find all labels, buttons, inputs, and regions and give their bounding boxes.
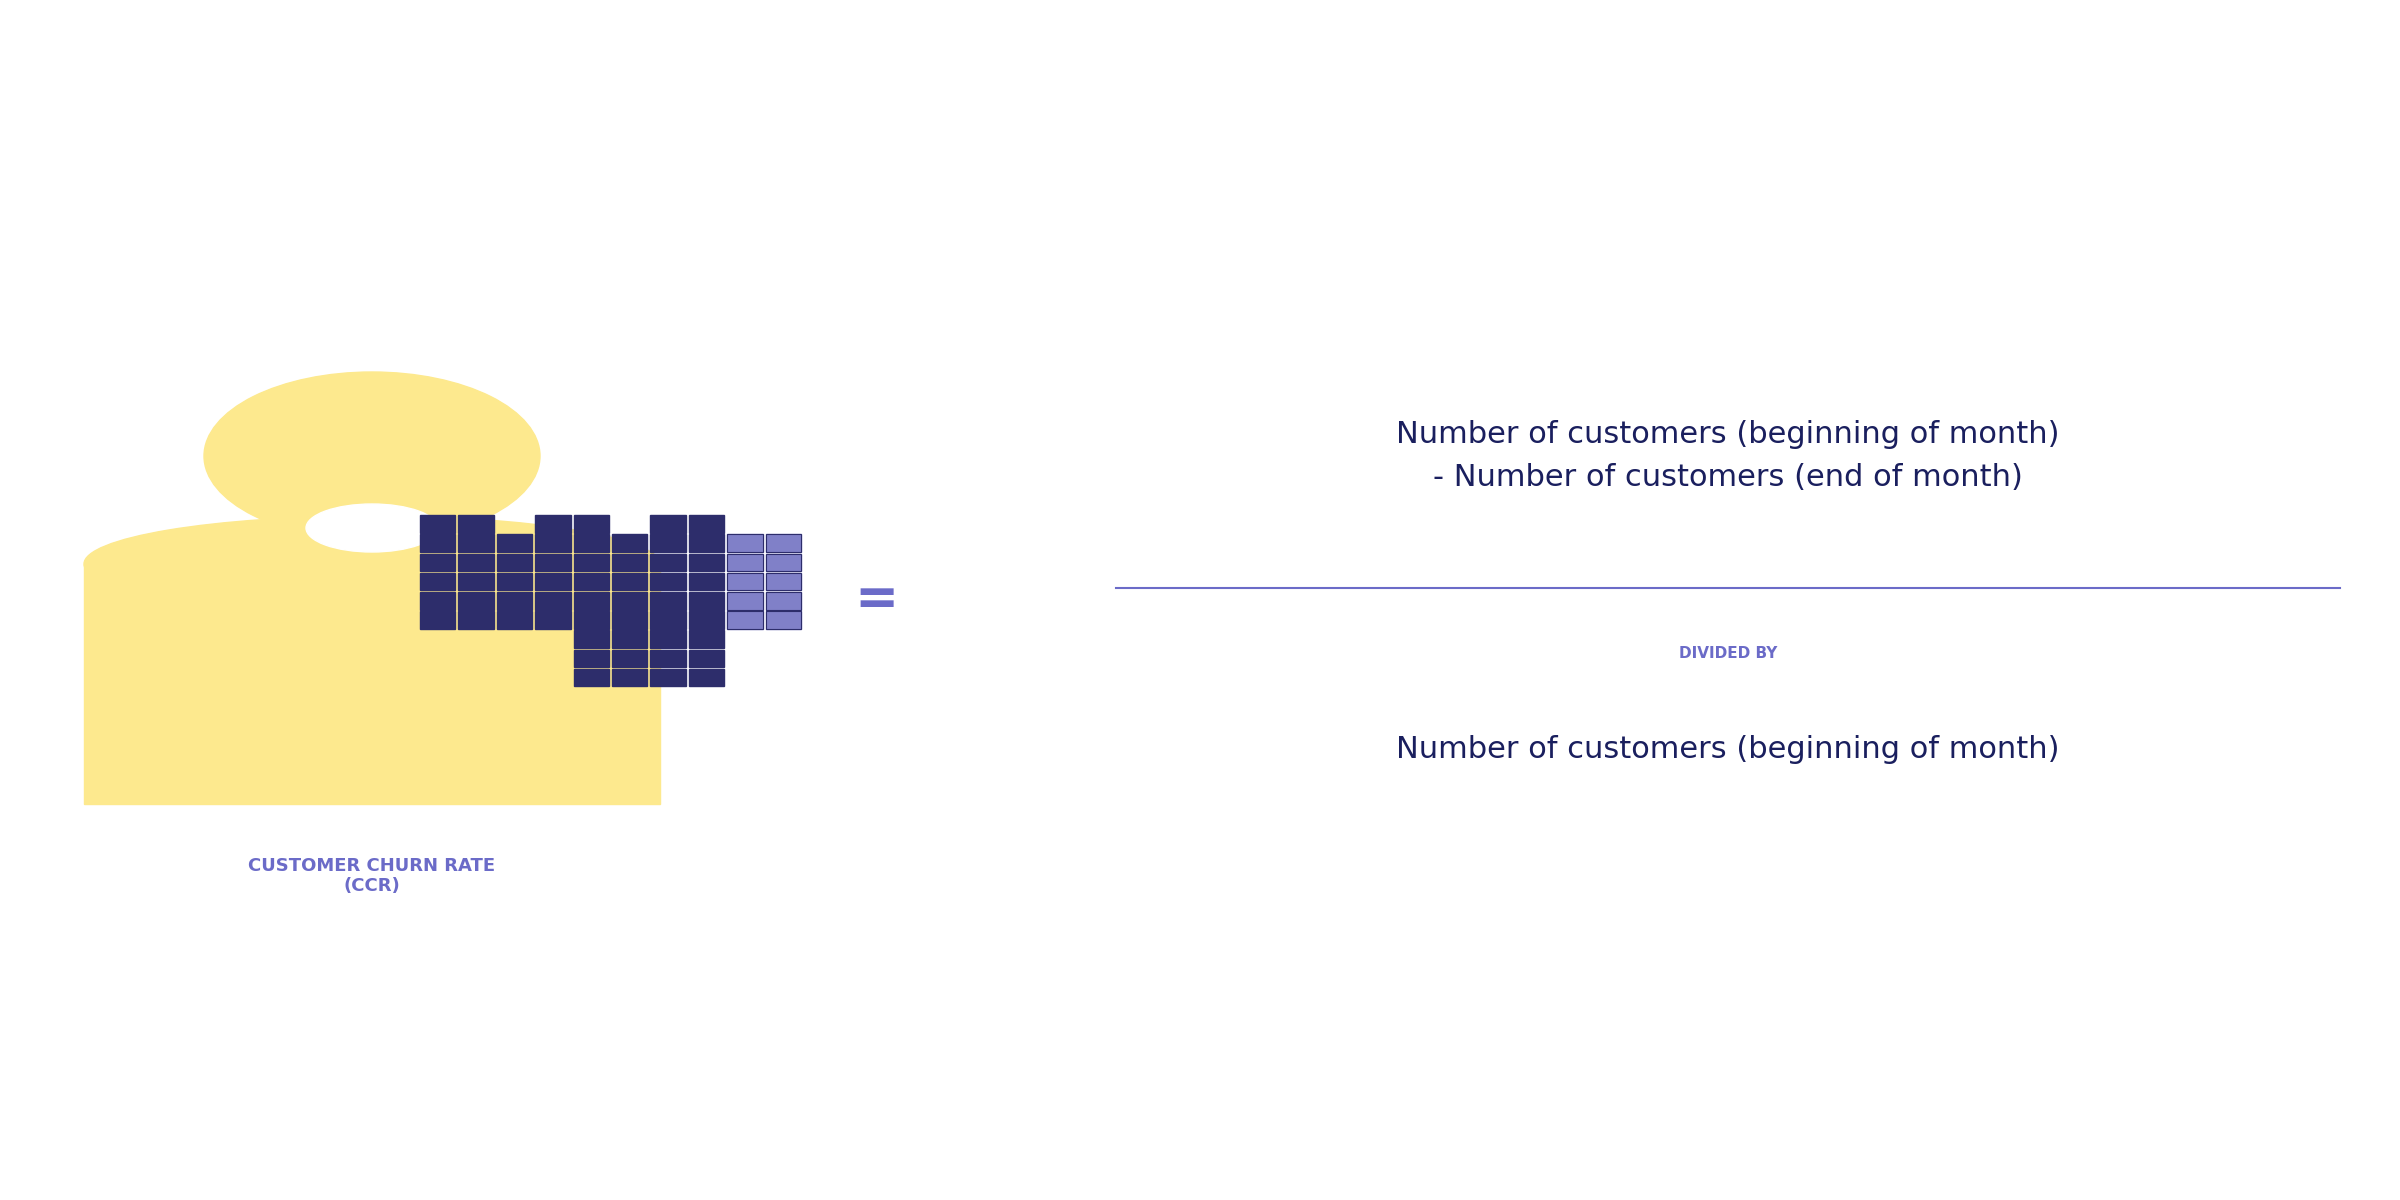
- Bar: [612, 668, 648, 686]
- Bar: [535, 534, 571, 552]
- Bar: [420, 553, 456, 571]
- Bar: [458, 534, 494, 552]
- Bar: [420, 572, 456, 590]
- Ellipse shape: [84, 516, 660, 612]
- Bar: [689, 649, 725, 667]
- Bar: [650, 592, 686, 610]
- Bar: [535, 592, 571, 610]
- Bar: [650, 649, 686, 667]
- Bar: [497, 592, 533, 610]
- Bar: [689, 592, 725, 610]
- Bar: [689, 534, 725, 552]
- Bar: [727, 572, 763, 590]
- Bar: [650, 515, 686, 533]
- Bar: [535, 553, 571, 571]
- Bar: [497, 611, 533, 629]
- Bar: [650, 611, 686, 629]
- Bar: [650, 572, 686, 590]
- Bar: [574, 572, 610, 590]
- Bar: [458, 592, 494, 610]
- Bar: [420, 611, 456, 629]
- Bar: [612, 534, 648, 552]
- Bar: [497, 553, 533, 571]
- Text: DIVIDED BY: DIVIDED BY: [1680, 647, 1776, 661]
- Bar: [766, 592, 802, 610]
- Bar: [574, 630, 610, 648]
- Bar: [612, 649, 648, 667]
- Bar: [458, 553, 494, 571]
- Bar: [535, 515, 571, 533]
- Bar: [650, 668, 686, 686]
- Bar: [420, 515, 456, 533]
- Bar: [650, 553, 686, 571]
- Bar: [84, 564, 660, 804]
- Text: =: =: [854, 574, 898, 626]
- Bar: [574, 611, 610, 629]
- Bar: [574, 515, 610, 533]
- Bar: [727, 592, 763, 610]
- Bar: [689, 611, 725, 629]
- Bar: [766, 534, 802, 552]
- Bar: [766, 592, 802, 610]
- Bar: [727, 553, 763, 571]
- Bar: [689, 630, 725, 648]
- Bar: [766, 572, 802, 590]
- Bar: [458, 515, 494, 533]
- Bar: [497, 534, 533, 552]
- Text: Number of customers (beginning of month): Number of customers (beginning of month): [1397, 736, 2059, 764]
- Bar: [689, 515, 725, 533]
- Bar: [612, 630, 648, 648]
- Bar: [612, 553, 648, 571]
- Bar: [766, 553, 802, 571]
- Circle shape: [204, 372, 540, 540]
- Bar: [650, 630, 686, 648]
- Bar: [574, 649, 610, 667]
- Ellipse shape: [307, 504, 439, 552]
- Bar: [727, 553, 763, 571]
- Bar: [458, 611, 494, 629]
- Bar: [574, 534, 610, 552]
- Bar: [727, 592, 763, 610]
- Bar: [689, 553, 725, 571]
- Bar: [766, 534, 802, 552]
- Bar: [650, 534, 686, 552]
- Bar: [727, 534, 763, 552]
- Bar: [727, 611, 763, 629]
- Bar: [612, 572, 648, 590]
- Bar: [420, 592, 456, 610]
- Bar: [727, 611, 763, 629]
- Bar: [574, 592, 610, 610]
- Bar: [535, 611, 571, 629]
- Bar: [727, 572, 763, 590]
- Bar: [612, 592, 648, 610]
- Bar: [535, 572, 571, 590]
- Bar: [766, 611, 802, 629]
- Bar: [420, 534, 456, 552]
- Bar: [689, 572, 725, 590]
- Bar: [727, 534, 763, 552]
- Bar: [766, 572, 802, 590]
- Bar: [497, 572, 533, 590]
- Text: CUSTOMER CHURN RATE
(CCR): CUSTOMER CHURN RATE (CCR): [250, 857, 494, 895]
- Bar: [689, 668, 725, 686]
- Bar: [574, 553, 610, 571]
- Bar: [458, 572, 494, 590]
- Text: Number of customers (beginning of month)
- Number of customers (end of month): Number of customers (beginning of month)…: [1397, 420, 2059, 492]
- Bar: [612, 611, 648, 629]
- Bar: [766, 553, 802, 571]
- Bar: [766, 611, 802, 629]
- Bar: [574, 668, 610, 686]
